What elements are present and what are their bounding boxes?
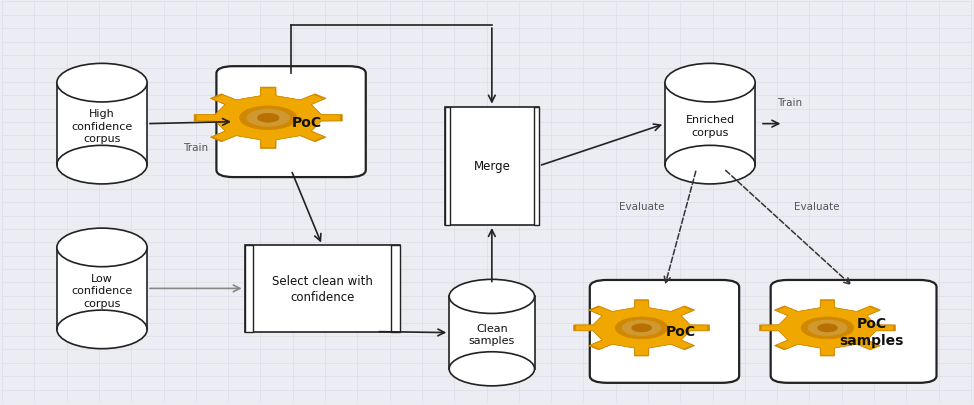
PathPatch shape bbox=[197, 89, 340, 148]
Ellipse shape bbox=[56, 228, 147, 267]
Bar bbox=[392, 245, 399, 332]
Bar bbox=[534, 107, 539, 226]
Text: PoC: PoC bbox=[292, 115, 322, 129]
Ellipse shape bbox=[665, 146, 755, 184]
FancyBboxPatch shape bbox=[216, 67, 366, 178]
Circle shape bbox=[802, 317, 853, 339]
Circle shape bbox=[817, 324, 838, 332]
Circle shape bbox=[807, 320, 847, 337]
PathPatch shape bbox=[762, 301, 893, 355]
PathPatch shape bbox=[574, 300, 709, 356]
Bar bbox=[449, 296, 535, 369]
Text: Select clean with
confidence: Select clean with confidence bbox=[272, 274, 373, 303]
Bar bbox=[244, 245, 253, 332]
Text: Merge: Merge bbox=[473, 160, 510, 173]
FancyBboxPatch shape bbox=[770, 280, 937, 383]
PathPatch shape bbox=[576, 301, 707, 355]
Ellipse shape bbox=[56, 64, 147, 103]
Ellipse shape bbox=[56, 310, 147, 349]
Text: Enriched
corpus: Enriched corpus bbox=[686, 115, 734, 137]
Bar bbox=[56, 248, 147, 330]
Text: Evaluate: Evaluate bbox=[619, 202, 665, 211]
FancyBboxPatch shape bbox=[590, 280, 739, 383]
Circle shape bbox=[621, 320, 662, 337]
Ellipse shape bbox=[449, 352, 535, 386]
Text: PoC: PoC bbox=[665, 324, 695, 339]
Text: Clean
samples: Clean samples bbox=[468, 323, 515, 345]
PathPatch shape bbox=[194, 88, 342, 149]
Circle shape bbox=[616, 317, 668, 339]
Circle shape bbox=[246, 109, 290, 128]
Circle shape bbox=[631, 324, 652, 332]
Ellipse shape bbox=[56, 146, 147, 184]
Bar bbox=[445, 107, 539, 226]
Bar bbox=[56, 83, 147, 165]
PathPatch shape bbox=[760, 300, 895, 356]
Text: Evaluate: Evaluate bbox=[794, 202, 840, 211]
Text: PoC
samples: PoC samples bbox=[840, 316, 904, 347]
Circle shape bbox=[257, 114, 280, 123]
Text: High
confidence
corpus: High confidence corpus bbox=[71, 109, 132, 144]
Circle shape bbox=[240, 107, 297, 130]
Text: Low
confidence
corpus: Low confidence corpus bbox=[71, 273, 132, 308]
Bar bbox=[665, 83, 755, 165]
Ellipse shape bbox=[449, 280, 535, 313]
Text: Train: Train bbox=[777, 97, 803, 107]
Bar bbox=[244, 245, 399, 332]
Text: Train: Train bbox=[183, 142, 208, 152]
Bar bbox=[445, 107, 450, 226]
Ellipse shape bbox=[665, 64, 755, 103]
